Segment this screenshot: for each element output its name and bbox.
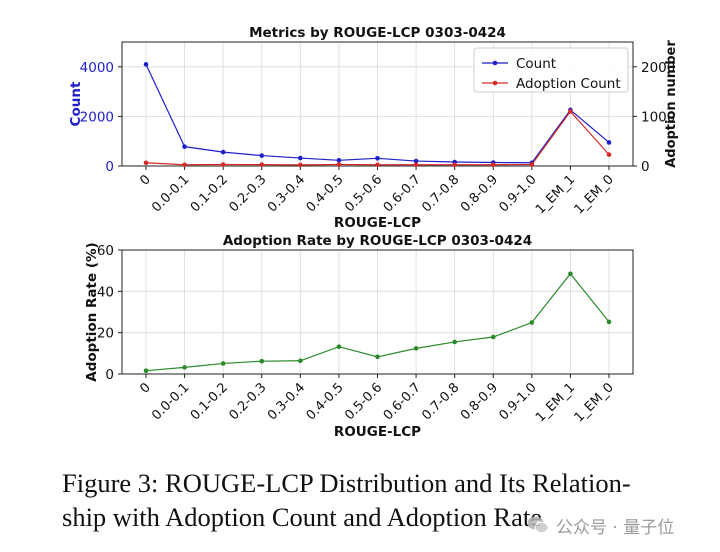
top-chart-ylabel: Count bbox=[68, 81, 84, 126]
bottom-chart-point bbox=[606, 319, 612, 325]
top-chart-point bbox=[336, 157, 342, 163]
wechat-icon bbox=[527, 516, 549, 534]
top-chart-point bbox=[413, 158, 419, 164]
bottom-chart-ylabel: Adoption Rate (%) bbox=[84, 242, 100, 381]
top-chart-y2tick-label: 0 bbox=[641, 159, 650, 175]
top-chart-y2tick-label: 1000 bbox=[641, 109, 675, 125]
top-chart-point bbox=[490, 162, 496, 168]
bottom-chart-xtick-label: 1_EM_0 bbox=[572, 380, 617, 425]
top-chart-xtick-label: 0.5-0.6 bbox=[342, 172, 385, 215]
bottom-chart-point bbox=[182, 365, 187, 370]
top-chart-xtick-label: 0.4-0.5 bbox=[304, 172, 347, 215]
top-chart-legend-box bbox=[473, 47, 629, 93]
bottom-chart-xtick-label: 0.0-0.1 bbox=[149, 380, 192, 423]
bottom-chart-xtick-label: 0 bbox=[137, 380, 153, 396]
bottom-chart-point bbox=[298, 358, 303, 364]
bottom-chart-xtick-label: 0.8-0.9 bbox=[458, 380, 501, 423]
top-chart-xtick-label: 0.9-1.0 bbox=[496, 172, 539, 215]
watermark: 公众号 · 量子位 bbox=[526, 512, 674, 538]
bottom-chart-xtick-label: 1_EM_1 bbox=[533, 380, 578, 425]
bottom-chart-xtick-label: 0.3-0.4 bbox=[265, 380, 308, 423]
top-chart-xtick-label: 0.1-0.2 bbox=[188, 172, 231, 215]
bottom-chart-xtick-label: 0.6-0.7 bbox=[381, 380, 424, 423]
top-chart-point bbox=[375, 156, 380, 161]
figure-caption: Figure 3: ROUGE-LCP Distribution and Its… bbox=[62, 466, 712, 534]
top-chart-xtick-label: 1_EM_0 bbox=[572, 172, 617, 217]
bottom-chart-xlabel: ROUGE-LCP bbox=[334, 424, 421, 440]
top-chart-point bbox=[413, 162, 419, 168]
top-chart-xtick-label: 0 bbox=[137, 172, 153, 188]
bottom-chart-point bbox=[375, 354, 380, 360]
top-chart-point bbox=[336, 162, 342, 167]
bottom-chart-point bbox=[259, 358, 265, 364]
top-chart-ytick-label: 4000 bbox=[80, 60, 114, 76]
top-chart-xtick-label: 0.7-0.8 bbox=[419, 172, 462, 215]
top-chart-point bbox=[182, 162, 187, 168]
bottom-chart-xtick-label: 0.7-0.8 bbox=[419, 380, 462, 423]
top-chart-legend-marker bbox=[492, 60, 498, 66]
top-chart-point bbox=[529, 162, 535, 167]
top-chart-xtick-label: 1_EM_1 bbox=[533, 172, 578, 217]
bottom-chart-ytick-label: 0 bbox=[105, 367, 114, 383]
bottom-chart-ytick-label: 60 bbox=[97, 243, 114, 259]
top-chart-ytick-label: 0 bbox=[105, 159, 114, 175]
bottom-chart-point bbox=[568, 271, 573, 277]
top-chart-xtick-label: 0.0-0.1 bbox=[149, 172, 192, 215]
bottom-chart-xtick-label: 0.5-0.6 bbox=[342, 380, 385, 423]
bottom-chart-point bbox=[490, 334, 496, 340]
bottom-chart-point bbox=[143, 368, 149, 373]
bottom-chart-xtick-label: 0.2-0.3 bbox=[226, 380, 269, 423]
top-chart-xtick-label: 0.6-0.7 bbox=[381, 172, 424, 215]
top-chart-point bbox=[220, 149, 226, 155]
bottom-chart-xtick-label: 0.9-1.0 bbox=[496, 380, 539, 423]
top-chart-point bbox=[143, 160, 149, 166]
figure-charts: Metrics by ROUGE-LCP 0303-0424020004000C… bbox=[68, 25, 679, 440]
top-chart-point bbox=[143, 62, 149, 67]
top-chart-point bbox=[220, 162, 226, 167]
top-chart-point bbox=[259, 153, 265, 158]
bottom-chart-xtick-label: 0.4-0.5 bbox=[304, 380, 347, 423]
top-chart-xtick-label: 0.2-0.3 bbox=[226, 172, 269, 215]
top-chart-point bbox=[259, 162, 265, 167]
top-chart-point bbox=[606, 152, 612, 157]
caption-line-1: Figure 3: ROUGE-LCP Distribution and Its… bbox=[62, 468, 631, 498]
bottom-chart-ytick-label: 40 bbox=[97, 284, 114, 300]
top-chart-point bbox=[298, 162, 303, 168]
top-chart-point bbox=[298, 155, 303, 161]
top-chart-point bbox=[375, 162, 380, 168]
top-chart-legend-label: Adoption Count bbox=[516, 76, 621, 92]
bottom-chart-xtick-label: 0.1-0.2 bbox=[188, 380, 231, 423]
bottom-chart-point bbox=[529, 320, 535, 325]
top-chart-point bbox=[606, 140, 612, 145]
top-chart-point bbox=[568, 109, 573, 114]
top-chart-legend-label: Count bbox=[516, 56, 556, 72]
caption-line-2: ship with Adoption Count and Adoption Ra… bbox=[62, 502, 542, 532]
top-chart-point bbox=[182, 144, 187, 149]
top-chart-title: Metrics by ROUGE-LCP 0303-0424 bbox=[249, 25, 506, 41]
bottom-chart-point bbox=[336, 344, 342, 350]
top-chart-xlabel: ROUGE-LCP bbox=[334, 215, 421, 231]
bottom-chart-ytick-label: 20 bbox=[97, 326, 114, 342]
top-chart-xtick-label: 0.8-0.9 bbox=[458, 172, 501, 215]
top-chart-y2tick-label: 2000 bbox=[641, 60, 675, 76]
bottom-chart-point bbox=[413, 346, 419, 351]
bottom-chart-point bbox=[220, 361, 226, 366]
top-chart-point bbox=[452, 162, 457, 168]
bottom-chart-title: Adoption Rate by ROUGE-LCP 0303-0424 bbox=[223, 233, 532, 249]
top-chart-ytick-label: 2000 bbox=[80, 109, 114, 125]
top-chart-y2label: Adoption number bbox=[664, 40, 679, 168]
bottom-chart-point bbox=[452, 339, 457, 345]
top-chart-legend-marker bbox=[492, 80, 498, 86]
top-chart-xtick-label: 0.3-0.4 bbox=[265, 172, 308, 215]
watermark-text: 公众号 · 量子位 bbox=[556, 517, 675, 538]
